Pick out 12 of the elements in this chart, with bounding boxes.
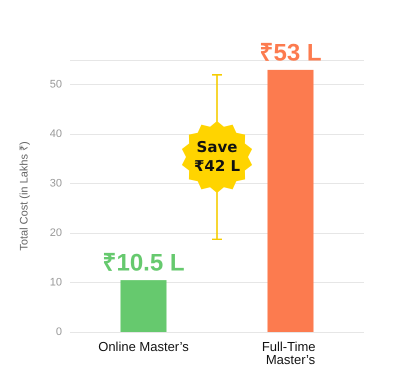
- y-tick-label: 50: [50, 78, 62, 91]
- data-label: ₹10.5 L: [102, 250, 185, 277]
- y-axis-title: Total Cost (in Lakhs ₹): [18, 141, 30, 251]
- y-tick-label: 20: [50, 227, 62, 240]
- y-tick-label: 40: [50, 128, 62, 140]
- y-tick-label: 30: [50, 178, 62, 190]
- annotation: Save ₹42 L: [192, 138, 242, 176]
- x-tick-label: Online Master’s: [98, 339, 190, 354]
- y-tick-label: 10: [50, 276, 62, 289]
- x-tick-label: Full-Time Master’s: [262, 339, 320, 367]
- data-label: ₹53 L: [259, 39, 322, 66]
- y-tick-label: 0: [56, 326, 62, 338]
